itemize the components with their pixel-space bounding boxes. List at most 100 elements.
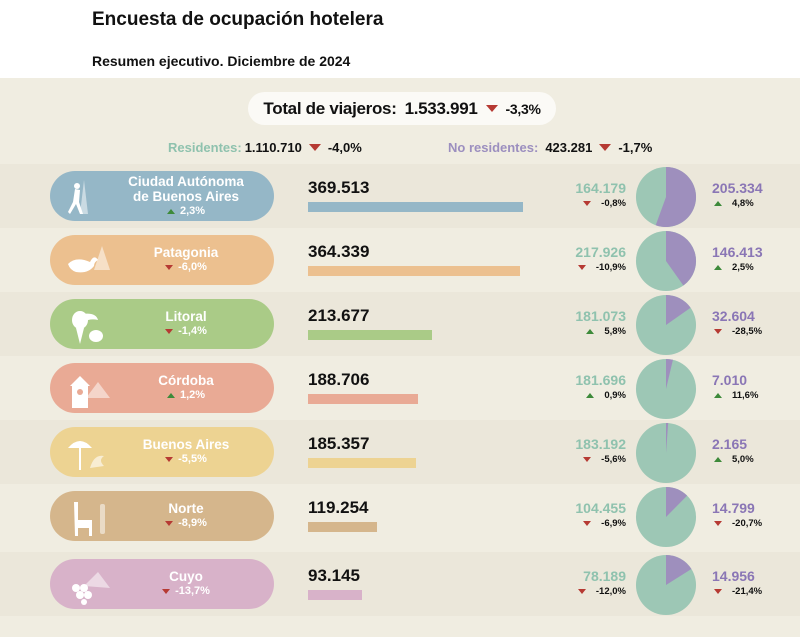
- pie-slice-nonresidents: [666, 358, 673, 389]
- total-change: -3,3%: [505, 100, 541, 117]
- residents-value: 181.696: [575, 372, 626, 388]
- total-travelers-badge: Total de viajeros: 1.533.991 -3,3%: [248, 92, 556, 125]
- grapes-mountains-icon: [72, 572, 110, 605]
- down-arrow-icon: [165, 265, 174, 270]
- nonresidents-change: 2,5%: [732, 262, 754, 273]
- region-total-bar: [308, 394, 418, 404]
- region-pill: Ciudad Autónoma de Buenos Aires 2,3%: [50, 171, 274, 221]
- birdhouse-mountains-icon: [70, 376, 110, 408]
- residency-pie: [635, 358, 697, 420]
- region-name: Patagonia: [153, 245, 219, 260]
- region-name: de Buenos Aires: [132, 188, 240, 204]
- residency-pie: [635, 486, 697, 548]
- pie-slice-nonresidents: [666, 486, 688, 517]
- residency-pie: [635, 230, 697, 292]
- down-arrow-icon: [165, 329, 174, 334]
- region-name: Cuyo: [169, 569, 203, 584]
- nonresidents-value: 7.010: [712, 372, 748, 388]
- residents-value: 1.110.710: [244, 140, 302, 155]
- down-arrow-icon: [583, 521, 592, 526]
- down-arrow-icon: [583, 457, 592, 462]
- region-total-label: 119.254: [308, 498, 369, 517]
- region-total-bar: [308, 590, 362, 600]
- down-arrow-icon: [599, 144, 612, 151]
- region-total-label: 364.339: [308, 242, 370, 261]
- down-arrow-icon: [714, 521, 722, 526]
- down-arrow-icon: [485, 105, 498, 112]
- region-change-value: -5,5%: [178, 453, 207, 465]
- residents-cell: 78.189 -12,0%: [577, 568, 626, 597]
- region-change-value: -6,0%: [178, 261, 207, 273]
- nonresidents-change: -1,7%: [618, 140, 653, 155]
- region-total-label: 93.145: [308, 566, 360, 585]
- region-total-bar: [308, 458, 416, 468]
- region-pill: Litoral -1,4%: [50, 299, 274, 349]
- region-row: Litoral -1,4% 213.677 181.073 5,8% 32.604 -…: [0, 292, 800, 356]
- residents-cell: 104.455 -6,9%: [575, 500, 626, 529]
- residents-value: 78.189: [583, 568, 626, 584]
- residents-change: -5,6%: [601, 454, 626, 465]
- page-subtitle: Resumen ejecutivo. Diciembre de 2024: [92, 53, 351, 69]
- residents-cell: 181.073 5,8%: [575, 308, 626, 337]
- residents-value: 104.455: [575, 500, 626, 516]
- residents-change: -6,9%: [601, 518, 626, 529]
- nonresidents-change: 11,6%: [732, 390, 759, 401]
- region-name: Litoral: [165, 309, 207, 324]
- region-change: 1,2%: [166, 388, 206, 403]
- pie-slice-nonresidents: [666, 422, 669, 453]
- residents-change: 5,8%: [604, 326, 626, 337]
- nonresidents-cell: 2.165 5,0%: [712, 436, 754, 465]
- residents-change: -4,0%: [327, 140, 362, 155]
- region-row: Buenos Aires -5,5% 185.357 183.192 -5,6% 2…: [0, 420, 800, 484]
- nonresidents-change: -21,4%: [732, 586, 763, 597]
- nonresidents-summary: No residentes: 423.281 -1,7%: [448, 140, 652, 155]
- up-arrow-icon: [166, 208, 175, 214]
- nonresidents-value: 2.165: [712, 436, 748, 452]
- up-arrow-icon: [714, 457, 722, 462]
- down-arrow-icon: [714, 329, 722, 334]
- region-pill: Patagonia -6,0%: [50, 235, 274, 285]
- region-total-bar: [308, 202, 523, 212]
- up-arrow-icon: [714, 393, 722, 398]
- residency-pie: [635, 422, 697, 484]
- down-arrow-icon: [583, 201, 592, 206]
- pie-slice-nonresidents: [666, 554, 692, 585]
- nonresidents-cell: 14.799 -20,7%: [712, 500, 762, 529]
- up-arrow-icon: [586, 393, 595, 398]
- nonresidents-value: 14.956: [712, 568, 755, 584]
- up-arrow-icon: [586, 329, 595, 334]
- tango-dancers-obelisk-icon: [68, 180, 88, 214]
- region-change-value: -1,4%: [178, 325, 207, 337]
- llama-cactus-icon: [74, 502, 105, 536]
- nonresidents-label: No residentes:: [448, 140, 539, 155]
- pie-slice-nonresidents: [655, 166, 697, 228]
- region-total-label: 185.357: [308, 434, 370, 453]
- toucan-mate-icon: [72, 311, 103, 344]
- region-change: -1,4%: [165, 324, 207, 339]
- page-title: Encuesta de ocupación hotelera: [92, 9, 384, 30]
- nonresidents-cell: 32.604 -28,5%: [712, 308, 762, 337]
- region-total-label: 213.677: [308, 306, 370, 325]
- residents-value: 183.192: [575, 436, 626, 452]
- region-row: Patagonia -6,0% 364.339 217.926 -10,9% 146…: [0, 228, 800, 292]
- residents-value: 181.073: [575, 308, 626, 324]
- residents-value: 164.179: [575, 180, 626, 196]
- region-change-value: -8,9%: [178, 517, 207, 529]
- down-arrow-icon: [714, 589, 722, 594]
- region-change-value: 1,2%: [179, 389, 206, 401]
- residents-value: 217.926: [575, 244, 626, 260]
- region-change: -5,5%: [165, 452, 207, 467]
- region-row: Cuyo -13,7% 93.145 78.189 -12,0% 14.956 -21…: [0, 552, 800, 616]
- residents-cell: 183.192 -5,6%: [575, 436, 626, 465]
- residents-change: -0,8%: [601, 198, 626, 209]
- residents-summary: Residentes: 1.110.710 -4,0%: [168, 140, 362, 155]
- region-pill: Norte -8,9%: [50, 491, 274, 541]
- residents-cell: 181.696 0,9%: [575, 372, 626, 401]
- nonresidents-value: 205.334: [712, 180, 763, 196]
- region-total-bar: [308, 330, 432, 340]
- region-total-label: 188.706: [308, 370, 370, 389]
- nonresidents-value: 32.604: [712, 308, 755, 324]
- nonresidents-cell: 14.956 -21,4%: [712, 568, 762, 597]
- region-total-bar: [308, 522, 377, 532]
- residents-change: 0,9%: [604, 390, 626, 401]
